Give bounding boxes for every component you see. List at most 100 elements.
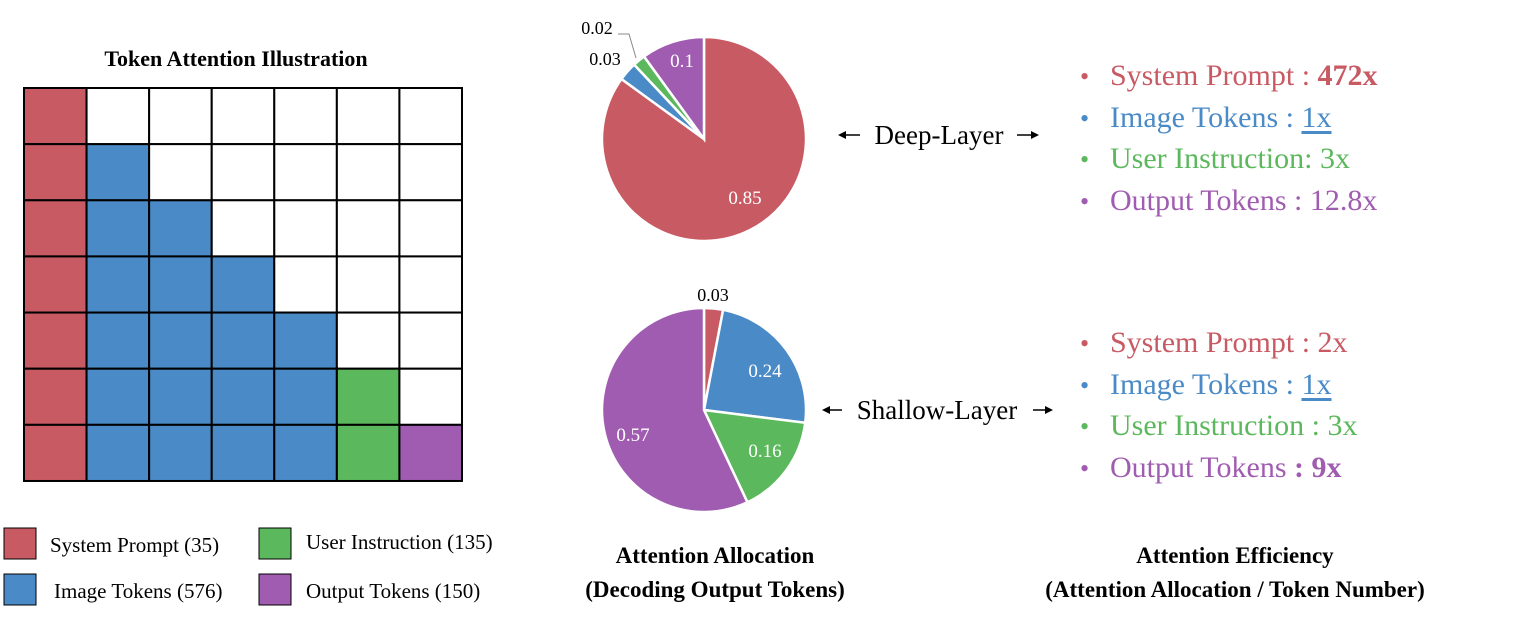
allocation-caption-line1: Attention Allocation bbox=[616, 543, 815, 568]
grid-cell-image bbox=[85, 311, 151, 370]
grid-cell-empty bbox=[273, 143, 338, 202]
pie-label-system: 0.85 bbox=[728, 188, 761, 209]
efficiency-label: User Instruction: bbox=[1110, 142, 1320, 175]
bullet-icon: • bbox=[1080, 370, 1090, 400]
grid-cell-image bbox=[85, 423, 151, 482]
efficiency-value: 12.8x bbox=[1309, 183, 1378, 217]
bullet-icon: • bbox=[1080, 412, 1090, 441]
grid-cell-image bbox=[210, 255, 276, 314]
efficiency-value: : 9x bbox=[1294, 450, 1342, 484]
efficiency-caption-line1: Attention Efficiency bbox=[1136, 543, 1334, 568]
grid-cell-empty bbox=[210, 87, 276, 146]
bullet-icon: • bbox=[1080, 103, 1090, 133]
efficiency-item-user: • User Instruction : 3x bbox=[1080, 411, 1357, 441]
pie-label-system: 0.03 bbox=[697, 285, 729, 305]
grid-cell-image bbox=[85, 367, 151, 426]
grid-cell-empty bbox=[335, 255, 401, 314]
grid-cell-system bbox=[23, 423, 88, 482]
efficiency-value: 3x bbox=[1327, 409, 1358, 442]
efficiency-label: System Prompt : bbox=[1110, 59, 1318, 92]
efficiency-value: 2x bbox=[1317, 326, 1348, 359]
shallow-layer-label: Shallow-Layer bbox=[857, 395, 1017, 425]
grid-cell-empty bbox=[210, 143, 276, 202]
bullet-icon: • bbox=[1080, 186, 1090, 216]
efficiency-item-system: • System Prompt : 2x bbox=[1080, 328, 1348, 358]
grid-cell-empty bbox=[398, 143, 463, 202]
grid-cell-system bbox=[23, 311, 88, 370]
legend-swatch-user bbox=[258, 527, 292, 560]
deep-layer-connector: Deep-Layer bbox=[838, 120, 1039, 150]
efficiency-label: Image Tokens : bbox=[1110, 367, 1302, 401]
legend-swatch-system bbox=[3, 527, 37, 560]
efficiency-value: 1x bbox=[1301, 100, 1332, 134]
efficiency-caption-line2: (Attention Allocation / Token Number) bbox=[1045, 577, 1425, 602]
pie-slice-image bbox=[702, 308, 808, 425]
grid-cell-image bbox=[273, 311, 338, 370]
grid-cell-image bbox=[148, 199, 213, 258]
efficiency-label: Output Tokens bbox=[1110, 450, 1295, 484]
grid-cell-empty bbox=[335, 87, 401, 146]
efficiency-value: 472x bbox=[1317, 59, 1378, 92]
efficiency-item-user: • User Instruction: 3x bbox=[1080, 144, 1350, 174]
legend-label-system: System Prompt (35) bbox=[50, 533, 219, 557]
efficiency-item-image: • Image Tokens : 1x bbox=[1080, 367, 1332, 401]
pie-slice-output bbox=[642, 35, 706, 143]
pie-leader-line bbox=[618, 33, 637, 59]
grid-cell-image bbox=[210, 311, 276, 370]
grid-cell-empty bbox=[335, 143, 401, 202]
pie-chart-deep: 0.85 0.03 0.02 0.1 bbox=[581, 18, 808, 243]
grid-cell-user bbox=[335, 367, 401, 426]
pie-label-image: 0.03 bbox=[589, 49, 621, 69]
grid-cell-empty bbox=[273, 255, 338, 314]
grid-cell-system bbox=[23, 255, 88, 314]
grid-cell-system bbox=[23, 199, 88, 258]
pie-label-image: 0.24 bbox=[748, 361, 782, 382]
pie-chart-shallow: 0.03 0.24 0.16 0.57 bbox=[600, 285, 808, 514]
efficiency-item-system: • System Prompt : 472x bbox=[1080, 61, 1378, 91]
grid-cell-empty bbox=[148, 87, 213, 146]
grid-cell-empty bbox=[335, 199, 401, 258]
grid-title: Token Attention Illustration bbox=[104, 46, 367, 71]
grid-cell-empty bbox=[273, 199, 338, 258]
grid-cell-empty bbox=[398, 311, 463, 370]
attention-grid bbox=[23, 87, 463, 482]
legend-label-image: Image Tokens (576) bbox=[54, 579, 222, 603]
efficiency-label: User Instruction : bbox=[1110, 409, 1328, 442]
grid-cell-system bbox=[23, 87, 88, 146]
efficiency-item-output: • Output Tokens : 12.8x bbox=[1080, 183, 1378, 217]
pie-label-output: 0.1 bbox=[670, 51, 694, 72]
grid-cell-image bbox=[148, 367, 213, 426]
efficiency-value: 3x bbox=[1319, 142, 1350, 175]
pie-slice-output bbox=[600, 306, 750, 514]
legend-swatch-image bbox=[3, 573, 37, 606]
efficiency-item-output: • Output Tokens : 9x bbox=[1080, 450, 1342, 484]
grid-cell-image bbox=[210, 367, 276, 426]
grid-cell-system bbox=[23, 143, 88, 202]
bullet-icon: • bbox=[1080, 62, 1090, 91]
bullet-icon: • bbox=[1080, 145, 1090, 174]
pie-slice-user bbox=[701, 408, 807, 504]
grid-cell-image bbox=[85, 255, 151, 314]
efficiency-value: 1x bbox=[1301, 367, 1332, 401]
grid-cell-user bbox=[335, 423, 401, 482]
legend: System Prompt (35) User Instruction (135)… bbox=[3, 527, 493, 606]
bullet-icon: • bbox=[1080, 453, 1090, 483]
legend-swatch-output bbox=[258, 573, 292, 606]
grid-cell-empty bbox=[148, 143, 213, 202]
grid-cell-image bbox=[210, 423, 276, 482]
legend-label-user: User Instruction (135) bbox=[306, 530, 493, 554]
grid-cell-empty bbox=[85, 87, 151, 146]
grid-cell-empty bbox=[398, 367, 463, 426]
grid-cell-image bbox=[148, 423, 213, 482]
allocation-caption-line2: (Decoding Output Tokens) bbox=[585, 577, 844, 602]
grid-cell-empty bbox=[210, 199, 276, 258]
grid-cell-empty bbox=[398, 255, 463, 314]
bullet-icon: • bbox=[1080, 329, 1090, 358]
efficiency-item-image: • Image Tokens : 1x bbox=[1080, 100, 1332, 134]
grid-cell-image bbox=[273, 367, 338, 426]
pie-label-output: 0.57 bbox=[616, 425, 649, 446]
grid-cell-image bbox=[148, 255, 213, 314]
efficiency-label: System Prompt : bbox=[1110, 326, 1318, 359]
grid-cell-image bbox=[148, 311, 213, 370]
deep-layer-label: Deep-Layer bbox=[875, 120, 1004, 150]
